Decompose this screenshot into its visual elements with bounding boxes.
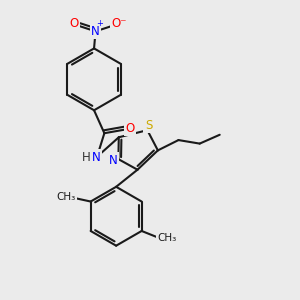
Text: H: H [81, 151, 90, 164]
Text: N: N [109, 154, 118, 167]
Text: N: N [92, 151, 101, 164]
Text: O⁻: O⁻ [111, 16, 127, 30]
Text: O: O [69, 17, 79, 30]
Text: +: + [97, 19, 104, 28]
Text: O: O [126, 122, 135, 135]
Text: CH₃: CH₃ [157, 233, 176, 243]
Text: S: S [145, 119, 152, 132]
Text: N: N [91, 25, 100, 38]
Text: CH₃: CH₃ [56, 192, 75, 202]
